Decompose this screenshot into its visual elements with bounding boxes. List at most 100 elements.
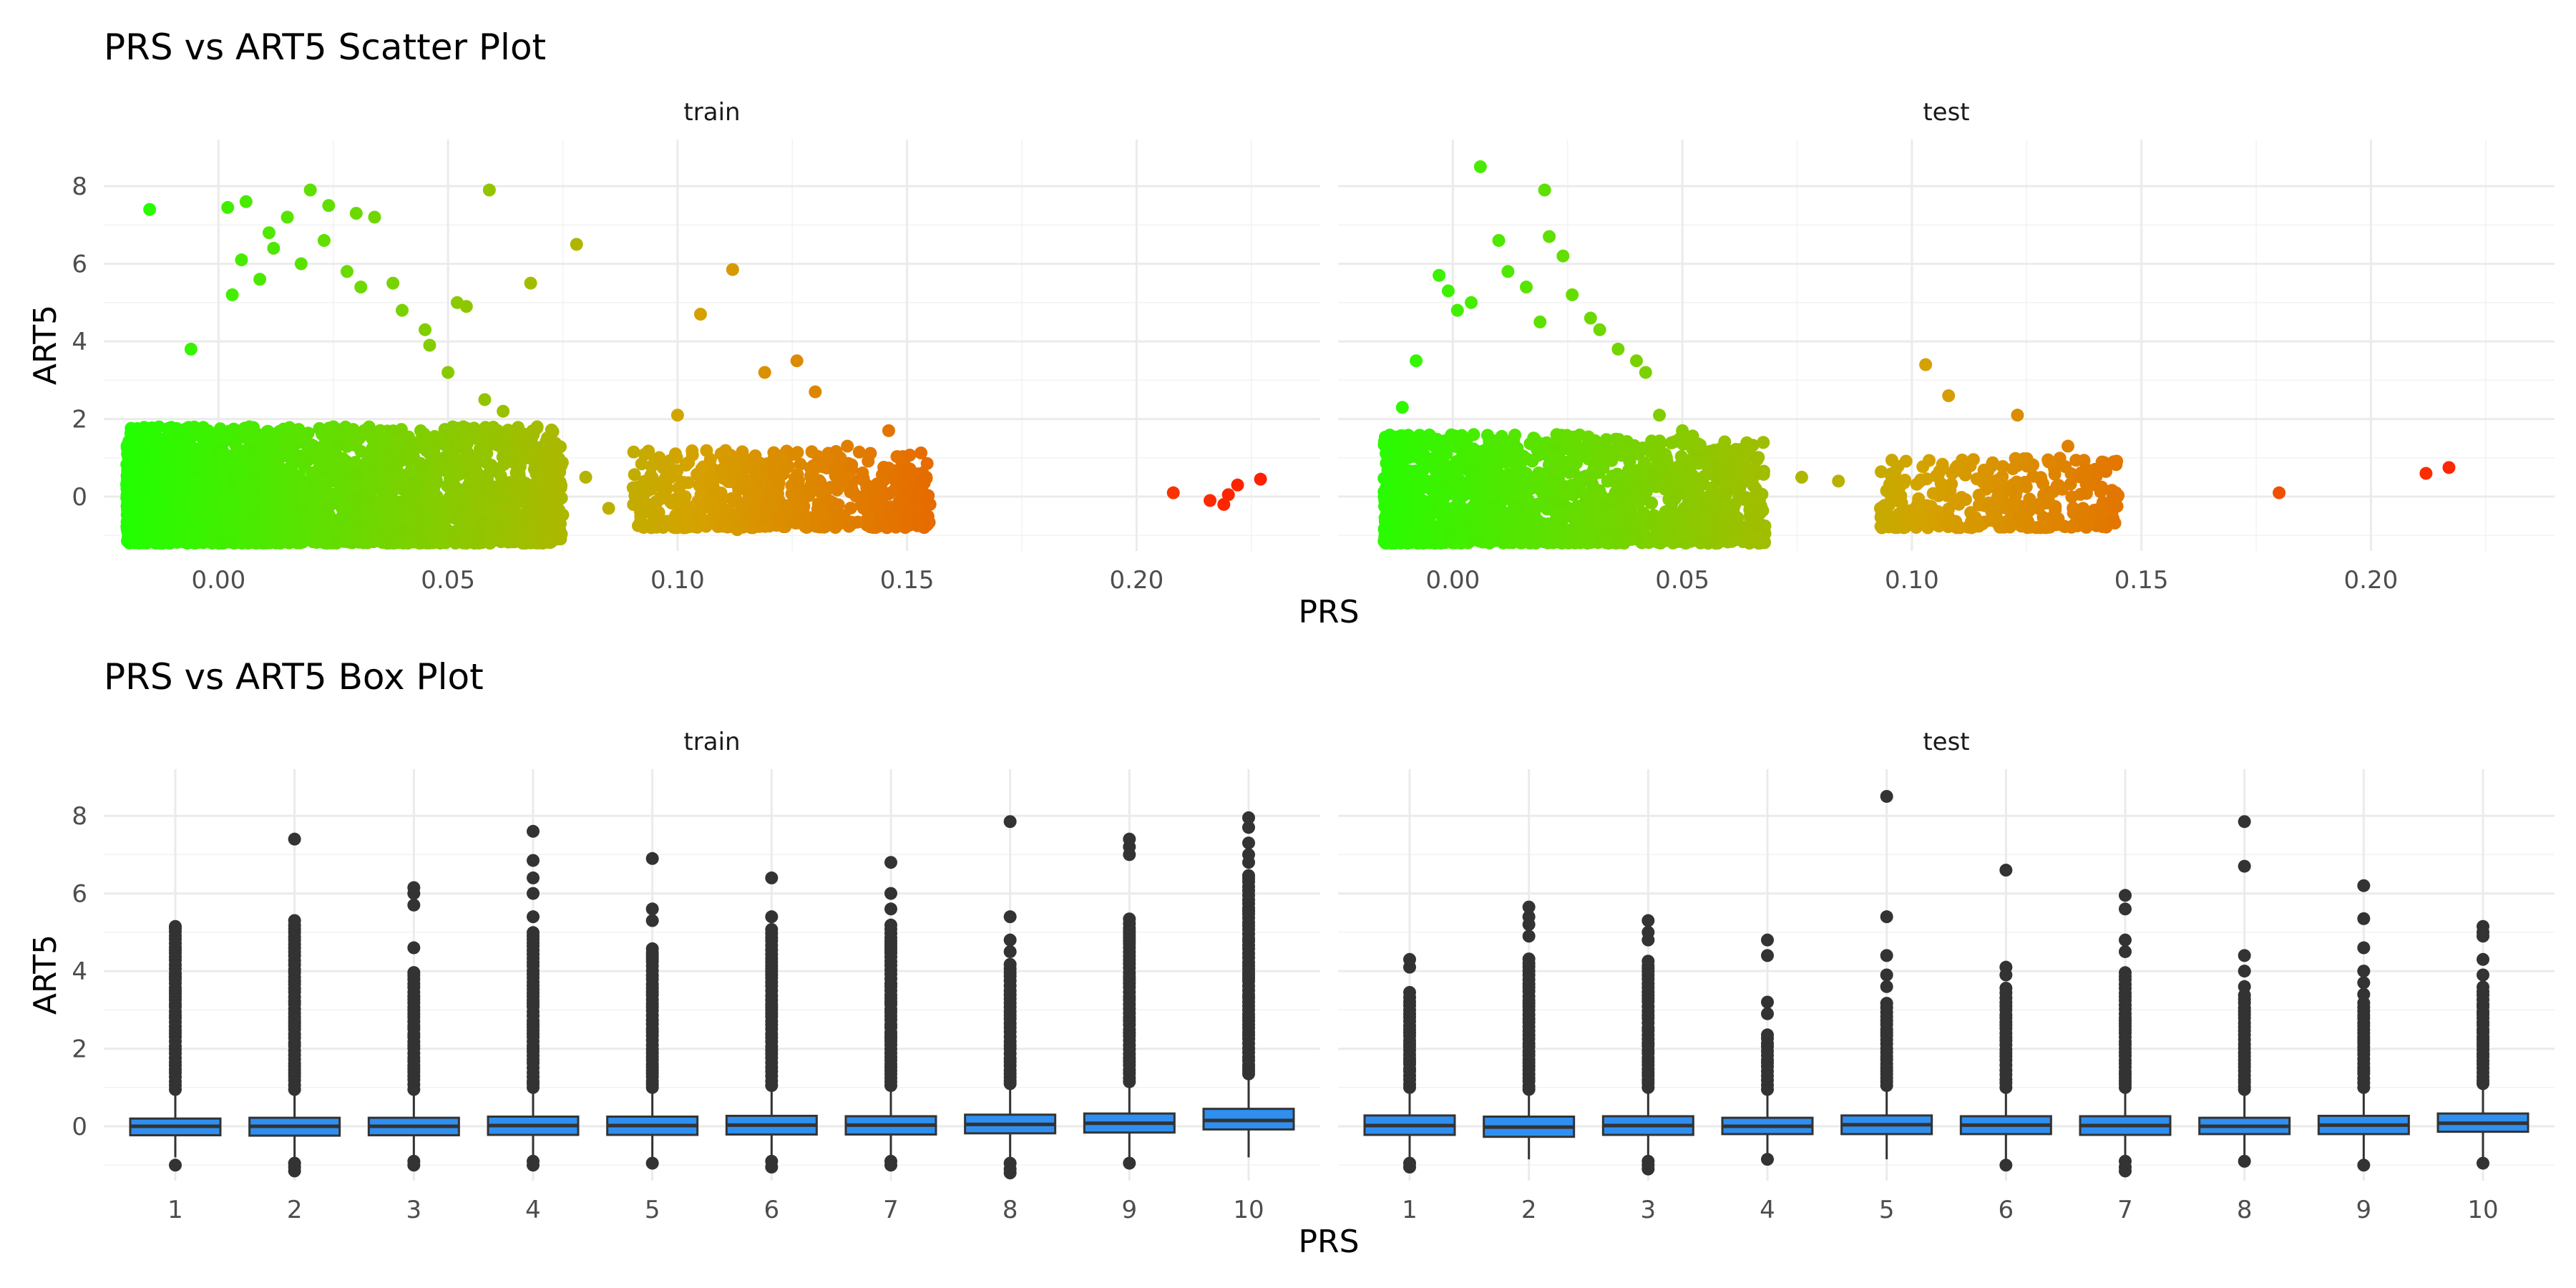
scatter-point	[549, 436, 562, 450]
scatter-point	[270, 532, 284, 546]
scatter-point	[317, 234, 331, 248]
scatter-point	[716, 519, 729, 533]
scatter-point	[1433, 532, 1445, 545]
scatter-point	[518, 537, 532, 550]
x-tick-label: 0.15	[880, 566, 935, 595]
scatter-point	[719, 444, 732, 457]
scatter-point	[627, 445, 640, 459]
scatter-point	[120, 499, 134, 513]
scatter-point	[748, 489, 761, 503]
scatter-point	[1412, 484, 1425, 498]
scatter-point	[449, 512, 463, 526]
scatter-point	[225, 288, 239, 301]
scatter-point	[170, 451, 182, 464]
x-tick-label: 0.00	[192, 566, 246, 595]
scatter-point	[1429, 484, 1443, 497]
scatter-point	[1612, 433, 1626, 447]
scatter-point	[260, 425, 274, 439]
scatter-point	[670, 451, 683, 464]
scatter-point	[140, 534, 152, 547]
y-tick-label: 4	[72, 328, 87, 356]
scatter-point	[1390, 444, 1404, 457]
scatter-point	[425, 495, 439, 509]
scatter-point	[368, 462, 381, 475]
scatter-point	[1748, 532, 1762, 545]
scatter-point	[851, 515, 864, 529]
scatter-point	[675, 477, 689, 491]
scatter-point	[1735, 478, 1748, 491]
scatter-points-test	[1377, 160, 2456, 550]
scatter-point	[158, 459, 172, 472]
scatter-point	[386, 276, 400, 290]
scatter-point	[1515, 525, 1528, 538]
scatter-point	[1588, 512, 1601, 525]
scatter-point	[1402, 451, 1416, 464]
scatter-point	[914, 447, 928, 459]
scatter-point	[549, 532, 562, 545]
scatter-point	[542, 451, 556, 464]
scatter-point	[902, 469, 916, 483]
scatter-point	[639, 497, 652, 509]
scatter-point	[1456, 489, 1470, 502]
scatter-point	[423, 338, 436, 352]
scatter-point	[790, 354, 804, 368]
scatter-point	[391, 436, 404, 449]
scatter-point	[1659, 531, 1672, 545]
scatter-point	[1548, 496, 1561, 509]
scatter-point	[1421, 437, 1435, 451]
scatter-point	[359, 532, 373, 545]
scatter-point	[160, 533, 174, 546]
scatter-point	[1435, 467, 1449, 480]
scatter-point	[1636, 441, 1649, 454]
scatter-point	[283, 439, 296, 452]
scatter-point	[454, 458, 467, 472]
scatter-point	[1397, 429, 1410, 443]
scatter-point	[280, 469, 294, 482]
x-tick-label: 0.05	[421, 566, 475, 595]
x-tick-label: 0.10	[1885, 566, 1939, 595]
scatter-point	[1644, 535, 1658, 548]
scatter-point	[133, 518, 147, 532]
scatter-point	[786, 479, 799, 493]
scatter-point	[266, 479, 280, 493]
scatter-point	[512, 469, 526, 482]
scatter-point	[731, 523, 744, 537]
scatter-point	[890, 450, 904, 464]
scatter-point	[1632, 464, 1645, 477]
scatter-point	[512, 421, 525, 434]
scatter-point	[693, 308, 707, 321]
scatter-point	[882, 462, 895, 475]
scatter-point	[209, 532, 223, 546]
scatter-point	[354, 280, 368, 294]
scatter-point	[1588, 460, 1601, 474]
scatter-point	[703, 453, 717, 467]
scatter-point	[368, 210, 381, 224]
scatter-point	[231, 471, 245, 484]
scatter-point	[1513, 467, 1527, 481]
scatter-point	[125, 476, 138, 489]
scatter-point	[748, 466, 762, 479]
scatter-point	[120, 522, 134, 536]
scatter-point	[1647, 509, 1661, 522]
scatter-point	[346, 466, 359, 479]
scatter-point	[1377, 485, 1391, 499]
scatter-point	[479, 421, 492, 434]
scatter-point	[405, 441, 419, 454]
scatter-point	[653, 493, 666, 507]
scatter-point	[143, 203, 157, 216]
scatter-point	[1405, 528, 1418, 542]
scatter-point	[220, 498, 233, 512]
scatter-point-outlier	[1231, 478, 1244, 492]
scatter-point	[247, 443, 260, 457]
scatter-point	[386, 515, 399, 529]
scatter-point	[1501, 467, 1515, 481]
scatter-point	[715, 463, 728, 477]
scatter-point	[1511, 441, 1524, 455]
scatter-point	[788, 515, 801, 529]
facet-label-train: train	[683, 98, 740, 127]
scatter-point	[221, 200, 235, 214]
scatter-point	[142, 442, 155, 456]
scatter-point	[404, 464, 417, 478]
